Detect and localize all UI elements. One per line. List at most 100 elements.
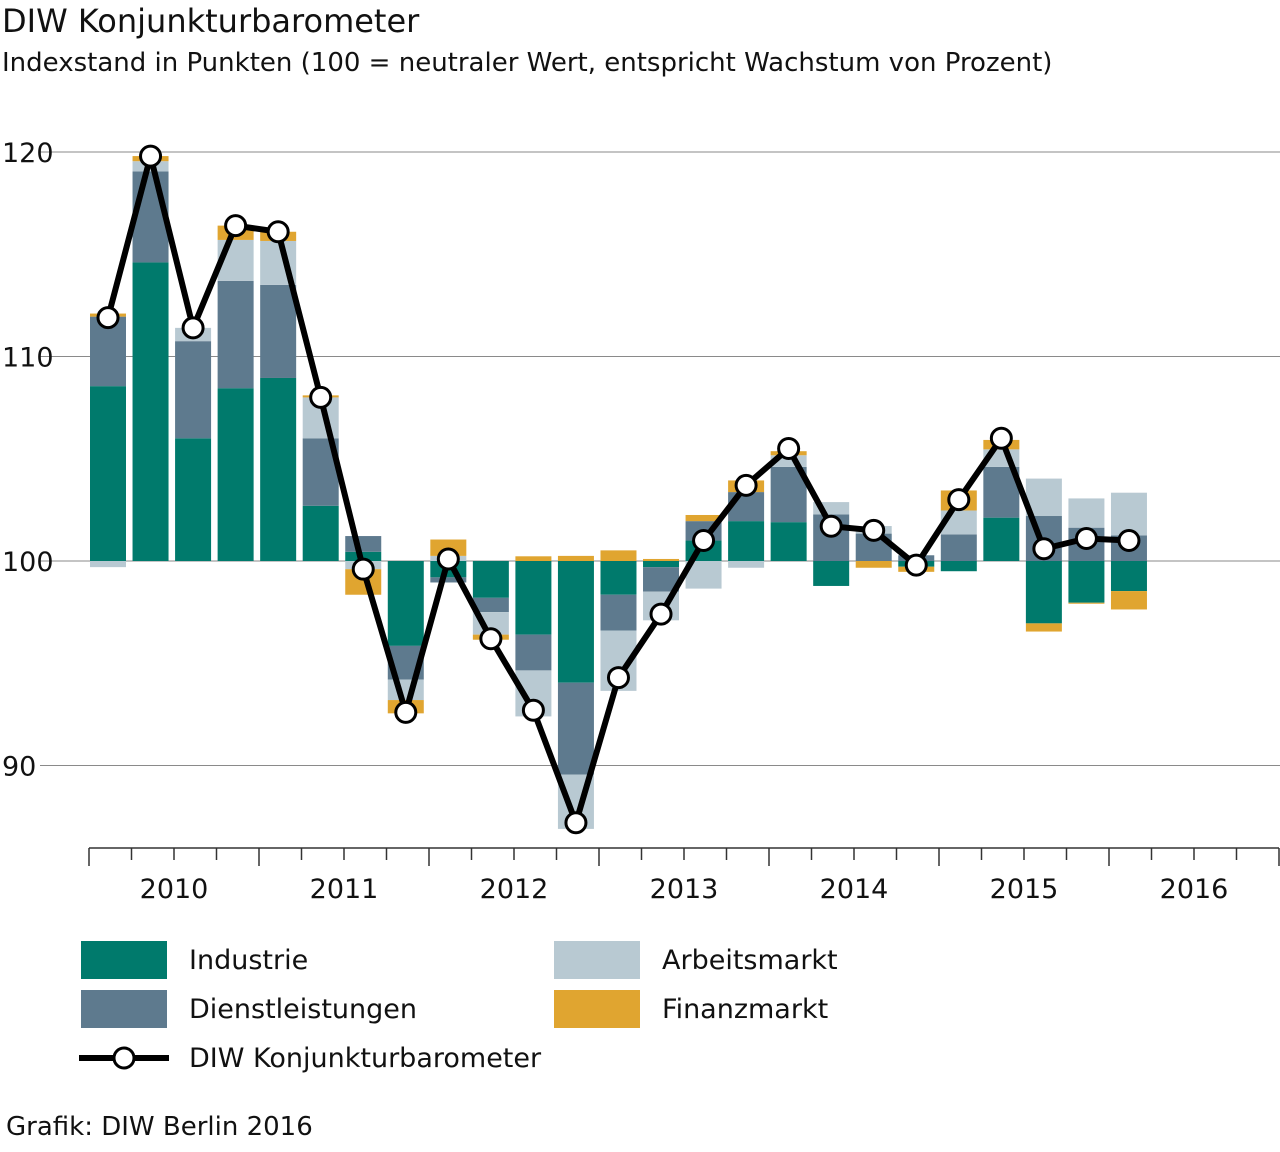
barometer-point-2015-Q1 <box>947 488 971 512</box>
bar-arbeitsmarkt-2014-Q1 <box>770 455 807 467</box>
bar-dienstleistungen-2012-Q4 <box>557 682 594 775</box>
bar-finanzmarkt-2013-Q1 <box>600 550 637 561</box>
bar-finanzmarkt-2015-Q4 <box>1068 602 1105 604</box>
bar-industrie-2011-Q2 <box>302 505 339 561</box>
chart-subtitle: Indexstand in Punkten (100 = neutraler W… <box>2 48 1053 78</box>
y-tick-label: 100 <box>2 547 54 578</box>
legend-label-industrie: Industrie <box>189 944 309 976</box>
bar-industrie-2014-Q2 <box>813 561 850 586</box>
legend-label-finanzmarkt: Finanzmarkt <box>662 993 829 1025</box>
bar-industrie-2015-Q3 <box>1025 561 1062 624</box>
legend-finanzmarkt: Finanzmarkt <box>554 990 828 1028</box>
legend-barometer: DIW Konjunkturbarometer <box>79 1038 541 1078</box>
legend-swatch-dienstleistungen <box>81 990 167 1028</box>
barometer-point-2010-Q3 <box>181 316 205 340</box>
bar-industrie-2012-Q3 <box>515 561 552 635</box>
legend-line-marker-icon <box>79 1046 169 1070</box>
y-tick-label: 110 <box>2 343 54 374</box>
bar-arbeitsmarkt-2010-Q1 <box>90 561 126 568</box>
barometer-point-2010-Q4 <box>224 214 248 238</box>
bar-industrie-2010-Q2 <box>132 262 169 561</box>
bar-industrie-2013-Q1 <box>600 561 637 595</box>
bar-industrie-2016-Q1 <box>1110 561 1147 592</box>
x-tick-label: 2016 <box>1160 874 1229 905</box>
barometer-point-2015-Q4 <box>1074 527 1098 551</box>
legend-swatch-arbeitsmarkt <box>554 941 640 979</box>
bar-industrie-2012-Q2 <box>472 561 509 598</box>
bar-industrie-2011-Q1 <box>260 377 297 561</box>
bar-dienstleistungen-2011-Q3 <box>345 536 382 552</box>
bar-industrie-2014-Q1 <box>770 522 807 561</box>
barometer-point-2014-Q4 <box>904 553 928 577</box>
barometer-point-2012-Q4 <box>564 811 588 835</box>
bar-finanzmarkt-2012-Q3 <box>515 556 552 561</box>
bar-dienstleistungen-2013-Q1 <box>600 594 637 631</box>
bar-industrie-2010-Q3 <box>175 438 212 561</box>
bar-arbeitsmarkt-2011-Q4 <box>387 679 424 701</box>
bar-industrie-2010-Q4 <box>217 388 254 561</box>
barometer-point-2015-Q2 <box>989 426 1013 450</box>
bar-dienstleistungen-2010-Q4 <box>217 280 254 389</box>
barometer-point-2012-Q1 <box>436 547 460 571</box>
barometer-point-2011-Q4 <box>394 700 418 724</box>
bar-finanzmarkt-2012-Q4 <box>557 555 594 561</box>
barometer-point-2013-Q3 <box>692 529 716 553</box>
bar-arbeitsmarkt-2015-Q4 <box>1068 498 1105 528</box>
barometer-point-2011-Q3 <box>351 557 375 581</box>
barometer-point-2012-Q3 <box>521 698 545 722</box>
bar-finanzmarkt-2013-Q3 <box>685 514 722 522</box>
bar-dienstleistungen-2012-Q1 <box>430 577 467 583</box>
x-tick-label: 2013 <box>650 874 719 905</box>
legend-label-barometer: DIW Konjunkturbarometer <box>189 1042 542 1074</box>
barometer-point-2012-Q2 <box>479 627 503 651</box>
y-tick-label: 120 <box>2 138 54 169</box>
bar-industrie-2012-Q4 <box>557 561 594 683</box>
bar-finanzmarkt-2014-Q3 <box>855 561 892 568</box>
bar-dienstleistungen-2010-Q3 <box>175 341 212 439</box>
bar-industrie-2013-Q4 <box>728 521 765 561</box>
bar-industrie-2015-Q1 <box>940 561 977 572</box>
legend-label-dienstleistungen: Dienstleistungen <box>189 993 418 1025</box>
bar-finanzmarkt-2016-Q1 <box>1110 591 1147 610</box>
x-tick-label: 2014 <box>820 874 889 905</box>
barometer-point-2014-Q3 <box>862 518 886 542</box>
x-tick-label: 2010 <box>140 874 209 905</box>
bar-dienstleistungen-2012-Q3 <box>515 634 552 671</box>
bar-industrie-2013-Q2 <box>643 561 680 568</box>
legend-swatch-finanzmarkt <box>554 990 640 1028</box>
bar-arbeitsmarkt-2013-Q4 <box>728 561 765 568</box>
legend-swatch-industrie <box>81 941 167 979</box>
y-tick-label: 90 <box>2 752 36 783</box>
bar-dienstleistungen-2012-Q2 <box>472 597 509 613</box>
bar-industrie-2011-Q4 <box>387 561 424 646</box>
legend-dienstleistungen: Dienstleistungen <box>81 990 417 1028</box>
bar-finanzmarkt-2013-Q2 <box>643 558 680 561</box>
barometer-point-2013-Q1 <box>606 666 630 690</box>
bar-industrie-2015-Q4 <box>1068 561 1105 603</box>
bar-arbeitsmarkt-2016-Q1 <box>1110 492 1147 536</box>
bar-dienstleistungen-2011-Q1 <box>260 284 297 378</box>
x-tick-label: 2011 <box>310 874 379 905</box>
legend-industrie: Industrie <box>81 941 308 979</box>
x-tick-label: 2012 <box>480 874 549 905</box>
barometer-point-2011-Q1 <box>266 220 290 244</box>
source-note: Grafik: DIW Berlin 2016 <box>6 1112 313 1142</box>
legend-label-arbeitsmarkt: Arbeitsmarkt <box>662 944 838 976</box>
barometer-point-2016-Q1 <box>1117 529 1141 553</box>
barometer-point-2010-Q2 <box>139 144 163 168</box>
chart-title: DIW Konjunkturbarometer <box>2 2 420 40</box>
barometer-point-2015-Q3 <box>1032 537 1056 561</box>
bar-industrie-2011-Q3 <box>345 551 382 561</box>
bar-industrie-2010-Q1 <box>90 386 126 561</box>
barometer-point-2013-Q4 <box>734 473 758 497</box>
bar-industrie-2015-Q2 <box>983 517 1020 561</box>
barometer-point-2011-Q2 <box>309 385 333 409</box>
bar-dienstleistungen-2015-Q1 <box>940 534 977 561</box>
barometer-point-2010-Q1 <box>96 306 120 330</box>
x-tick-label: 2015 <box>990 874 1059 905</box>
barometer-point-2014-Q1 <box>777 437 801 461</box>
legend-arbeitsmarkt: Arbeitsmarkt <box>554 941 838 979</box>
bar-finanzmarkt-2015-Q3 <box>1025 623 1062 632</box>
barometer-point-2013-Q2 <box>649 602 673 626</box>
